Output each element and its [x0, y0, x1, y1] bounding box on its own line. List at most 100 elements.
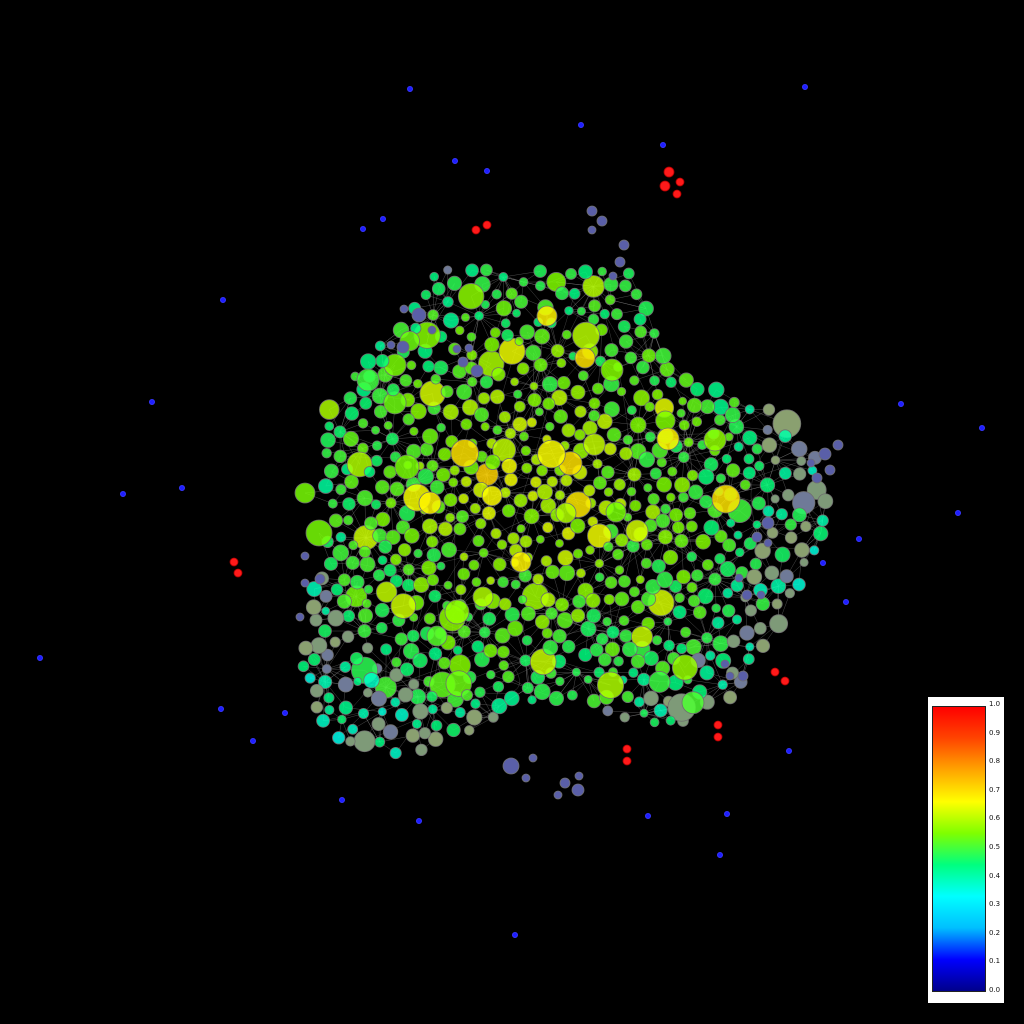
node: [676, 408, 686, 418]
node: [359, 225, 366, 232]
node: [542, 397, 556, 411]
node: [437, 521, 453, 537]
node: [749, 557, 763, 571]
node: [518, 431, 529, 442]
node: [662, 549, 679, 566]
node: [406, 629, 420, 643]
node: [394, 632, 408, 646]
node: [375, 353, 390, 368]
node: [635, 575, 645, 585]
node: [626, 486, 637, 497]
node: [775, 508, 788, 521]
node: [452, 645, 463, 656]
node: [630, 599, 646, 615]
node: [460, 418, 473, 431]
node: [305, 519, 333, 547]
node: [457, 283, 485, 310]
node: [711, 484, 741, 514]
node: [472, 534, 485, 547]
node: [374, 340, 386, 352]
node: [571, 667, 581, 677]
node: [604, 641, 621, 657]
node: [610, 308, 623, 321]
node: [596, 413, 613, 430]
node: [517, 594, 528, 605]
node: [527, 490, 539, 502]
node: [380, 643, 393, 656]
node: [602, 616, 612, 627]
node: [363, 584, 374, 595]
node: [746, 569, 763, 585]
node: [460, 475, 472, 488]
node: [487, 711, 499, 723]
node: [471, 640, 485, 654]
edge: [510, 426, 550, 434]
node: [645, 813, 652, 820]
node: [691, 416, 703, 427]
node: [498, 597, 512, 611]
node: [309, 683, 324, 698]
node: [512, 932, 519, 939]
node: [644, 431, 656, 443]
node: [711, 616, 725, 630]
node: [586, 693, 602, 709]
node: [120, 490, 127, 497]
node: [513, 389, 523, 399]
node: [409, 426, 419, 436]
node: [306, 581, 323, 597]
node: [495, 300, 513, 317]
node: [468, 559, 480, 571]
node: [755, 638, 771, 653]
node: [731, 614, 743, 625]
node: [725, 671, 735, 681]
node: [754, 460, 765, 472]
node: [554, 489, 566, 501]
node: [678, 396, 688, 406]
node: [501, 504, 516, 518]
node: [309, 613, 323, 627]
node: [625, 519, 649, 543]
node: [314, 573, 326, 585]
node: [504, 427, 517, 440]
node: [533, 264, 547, 278]
node: [639, 708, 649, 718]
node: [591, 382, 604, 395]
node: [318, 624, 332, 638]
node: [482, 220, 492, 230]
node: [521, 635, 533, 646]
node: [739, 479, 751, 491]
node: [665, 715, 676, 726]
node: [622, 756, 632, 766]
node: [364, 516, 378, 531]
node: [335, 483, 347, 496]
node: [678, 492, 689, 503]
node: [695, 533, 712, 550]
color-scale-legend: 1.0 0.9 0.8 0.7 0.6 0.5 0.4 0.3 0.2 0.1 …: [928, 697, 1004, 1003]
node: [465, 263, 479, 278]
node: [379, 215, 386, 222]
node: [602, 705, 614, 717]
node: [362, 687, 373, 698]
node: [445, 512, 456, 523]
node: [442, 296, 454, 308]
node: [714, 553, 726, 565]
node: [469, 502, 481, 515]
node: [739, 625, 755, 641]
node: [784, 518, 797, 531]
edge: [478, 293, 512, 317]
node: [663, 166, 675, 178]
node: [676, 569, 691, 585]
node: [534, 407, 544, 417]
node: [674, 592, 685, 604]
node: [559, 777, 571, 789]
node: [470, 364, 484, 378]
node: [498, 410, 512, 424]
node: [596, 215, 608, 227]
node: [597, 266, 607, 277]
node: [304, 672, 316, 684]
node: [330, 583, 344, 596]
node: [507, 532, 520, 545]
node: [363, 672, 380, 689]
node: [534, 328, 551, 345]
edge: [523, 613, 600, 673]
